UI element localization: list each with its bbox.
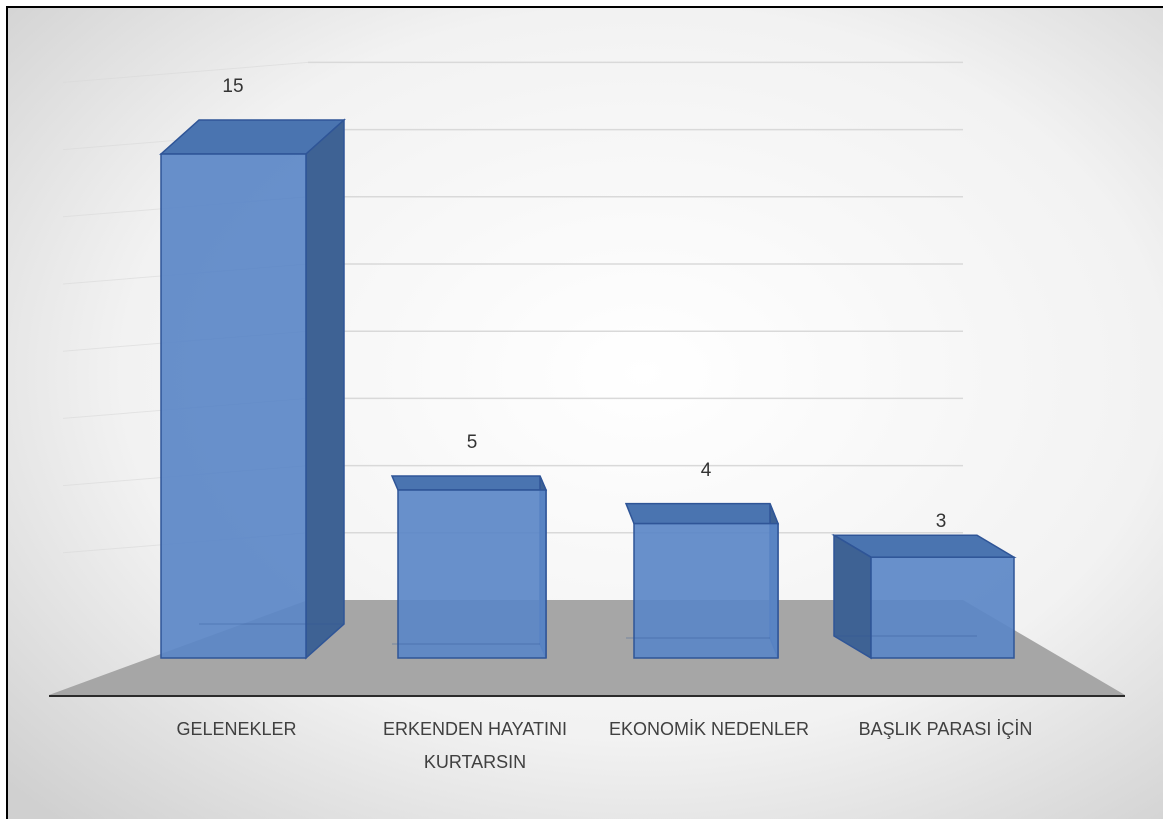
category-label: ERKENDEN HAYATINI KURTARSIN [355,713,595,779]
bar-side [833,533,872,660]
category-label: EKONOMİK NEDENLER [589,713,829,746]
category-label: GELENEKLER [117,713,357,746]
bar-front [633,522,779,659]
bar-top [390,475,548,491]
category-label-line: GELENEKLER [176,719,297,739]
chart-frame: 15 GELENEKLER 5 ERKENDEN HAYATINI KURTARSIN 4… [6,6,1163,819]
bar-top [624,502,780,525]
category-label-line: BAŞLIK PARASI İÇİN [858,719,1033,739]
category-label-line: ERKENDEN HAYATINI [382,719,568,739]
bar-side [305,118,345,660]
chart-plot [8,8,1163,819]
category-label-line: KURTARSIN [423,752,527,772]
category-label-line: EKONOMİK NEDENLER [608,719,810,739]
data-label: 3 [935,511,947,533]
category-label: BAŞLIK PARASI İÇİN [826,713,1066,746]
bar [624,502,780,659]
data-label: 4 [700,459,712,481]
bar-front [397,489,547,659]
bar-front [160,153,307,659]
bar-front [870,556,1015,659]
bar [831,533,1017,660]
data-label: 5 [466,432,478,453]
gridline-side [62,61,309,83]
data-label: 15 [222,76,244,97]
bars [159,118,1017,660]
bar [390,475,548,659]
bar [159,118,346,660]
